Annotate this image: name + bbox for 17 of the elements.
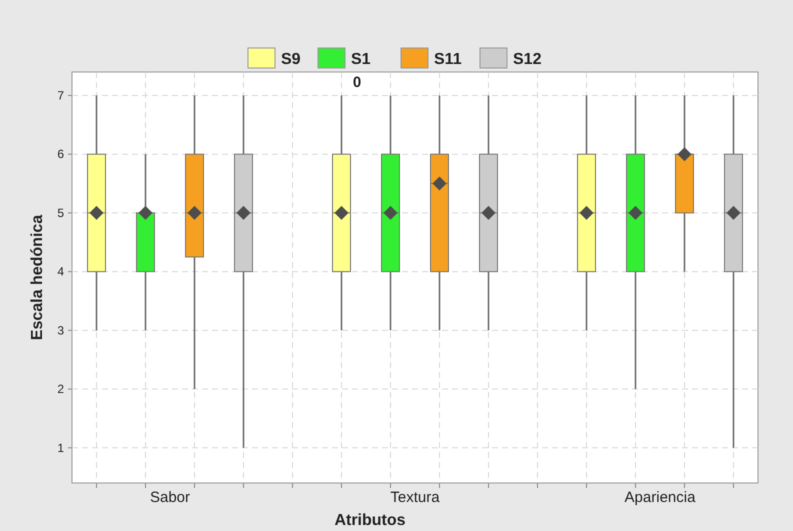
y-tick-label: 1	[57, 440, 64, 455]
y-tick-label: 5	[57, 206, 64, 220]
x-tick-label: Apariencia	[624, 489, 696, 506]
annotation: 0	[352, 74, 362, 91]
legend-label: S1	[351, 51, 371, 68]
x-tick-label: Textura	[390, 489, 440, 506]
legend-label: S12	[513, 51, 542, 68]
y-tick-label: 4	[57, 264, 64, 279]
y-tick-label: 7	[57, 88, 64, 102]
x-axis-title: Atributos	[334, 512, 406, 529]
legend-label: S9	[281, 51, 301, 68]
legend-label: S11	[434, 51, 462, 68]
y-tick-label: 2	[57, 382, 64, 396]
y-axis-title: Escala hedónica	[29, 214, 46, 340]
y-tick-label: 6	[57, 147, 64, 162]
x-tick-label: Sabor	[150, 489, 190, 506]
y-tick-label: 3	[57, 323, 64, 338]
